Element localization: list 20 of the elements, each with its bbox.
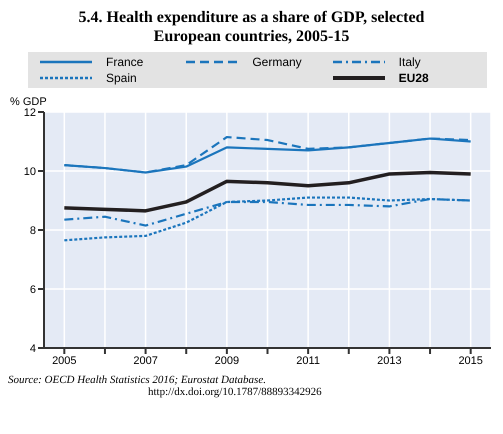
y-axis-title: % GDP xyxy=(10,96,48,108)
legend-label: France xyxy=(106,55,144,69)
legend-label: EU28 xyxy=(398,71,429,85)
y-tick-label: 10 xyxy=(24,166,36,178)
y-tick-label: 6 xyxy=(30,284,36,296)
x-tick-label: 2005 xyxy=(52,354,77,367)
x-tick-label: 2007 xyxy=(133,354,158,367)
chart-title: 5.4. Health expenditure as a share of GDP, selected European countries, 2005-15 xyxy=(78,8,426,47)
y-tick-label: 4 xyxy=(30,342,36,355)
x-tick-label: 2009 xyxy=(214,354,240,367)
source-note: Source: OECD Health Statistics 2016; Eurostat Database. xyxy=(8,374,267,386)
y-tick-label: 8 xyxy=(30,224,36,237)
x-tick-label: 2013 xyxy=(377,354,402,367)
x-tick-label: 2011 xyxy=(296,354,320,367)
text: http://dx.doi.org/10.1787/88893342926 xyxy=(147,386,323,398)
legend-label: Germany xyxy=(252,55,302,69)
x-tick-label: 2015 xyxy=(458,354,483,367)
legend-label: Italy xyxy=(398,55,421,69)
y-tick-label: 12 xyxy=(24,106,36,119)
legend-label: Spain xyxy=(106,71,137,85)
